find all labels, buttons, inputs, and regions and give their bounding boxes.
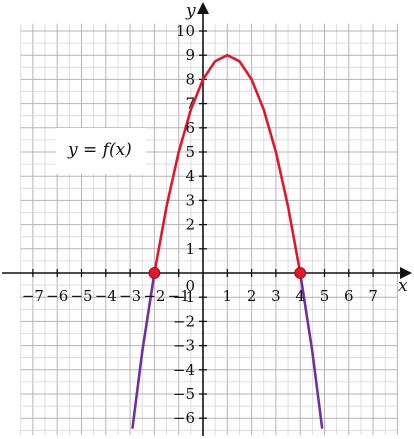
x-tick-label: −5 [70,287,92,305]
y-tick-label: 6 [185,119,195,137]
y-axis-arrow [197,2,209,14]
x-tick-label: 7 [368,287,378,305]
y-tick-label: 1 [185,240,195,258]
x-axis-label: x [398,276,408,296]
x-tick-label: 1 [223,287,233,305]
x-tick-label: 4 [295,287,305,305]
x-tick-label: 3 [271,287,281,305]
y-tick-label: −2 [173,312,195,330]
y-tick-label: 10 [176,22,195,40]
y-tick-label: 3 [185,191,195,209]
root-point-1 [294,267,307,279]
y-tick-label: 5 [185,143,195,161]
curves [131,53,324,429]
tick-labels: −7 −6 −5 −4 −3 −2 −1 1 2 3 4 5 6 7−6−5−4−3−2−11234567… [22,22,378,427]
origin-label: 0 [185,277,195,295]
series-line-1 [131,271,156,429]
function-label: y = f(x) [67,140,132,160]
x-tick-label: 6 [344,287,354,305]
x-tick-label: 2 [247,287,257,305]
y-tick-label: −5 [173,385,195,403]
y-tick-label: −1 [173,288,195,306]
x-tick-label: −2 [143,287,165,305]
x-tick-label: −4 [95,287,117,305]
y-tick-label: 7 [185,95,195,113]
series-line-2 [298,271,324,429]
x-axis-arrow [400,267,412,279]
grid [20,23,398,436]
root-point-0 [148,267,161,279]
y-tick-label: 9 [185,46,195,64]
labels: y = f(x) x y [56,1,408,296]
x-tick-label: 5 [320,287,330,305]
x-tick-label: −6 [46,287,68,305]
x-tick-label: −7 [22,287,44,305]
function-label-bg [56,128,146,174]
y-tick-label: −4 [173,361,195,379]
y-tick-label: −6 [173,409,195,427]
y-axis-label: y [185,1,196,21]
y-tick-label: 2 [185,216,195,234]
x-tick-label: −1 [168,287,190,305]
x-tick-label: −3 [119,287,141,305]
y-tick-label: 4 [185,167,195,185]
y-tick-label: −3 [173,337,195,355]
y-tick-label: 8 [185,70,195,88]
series-line-0 [153,53,302,275]
